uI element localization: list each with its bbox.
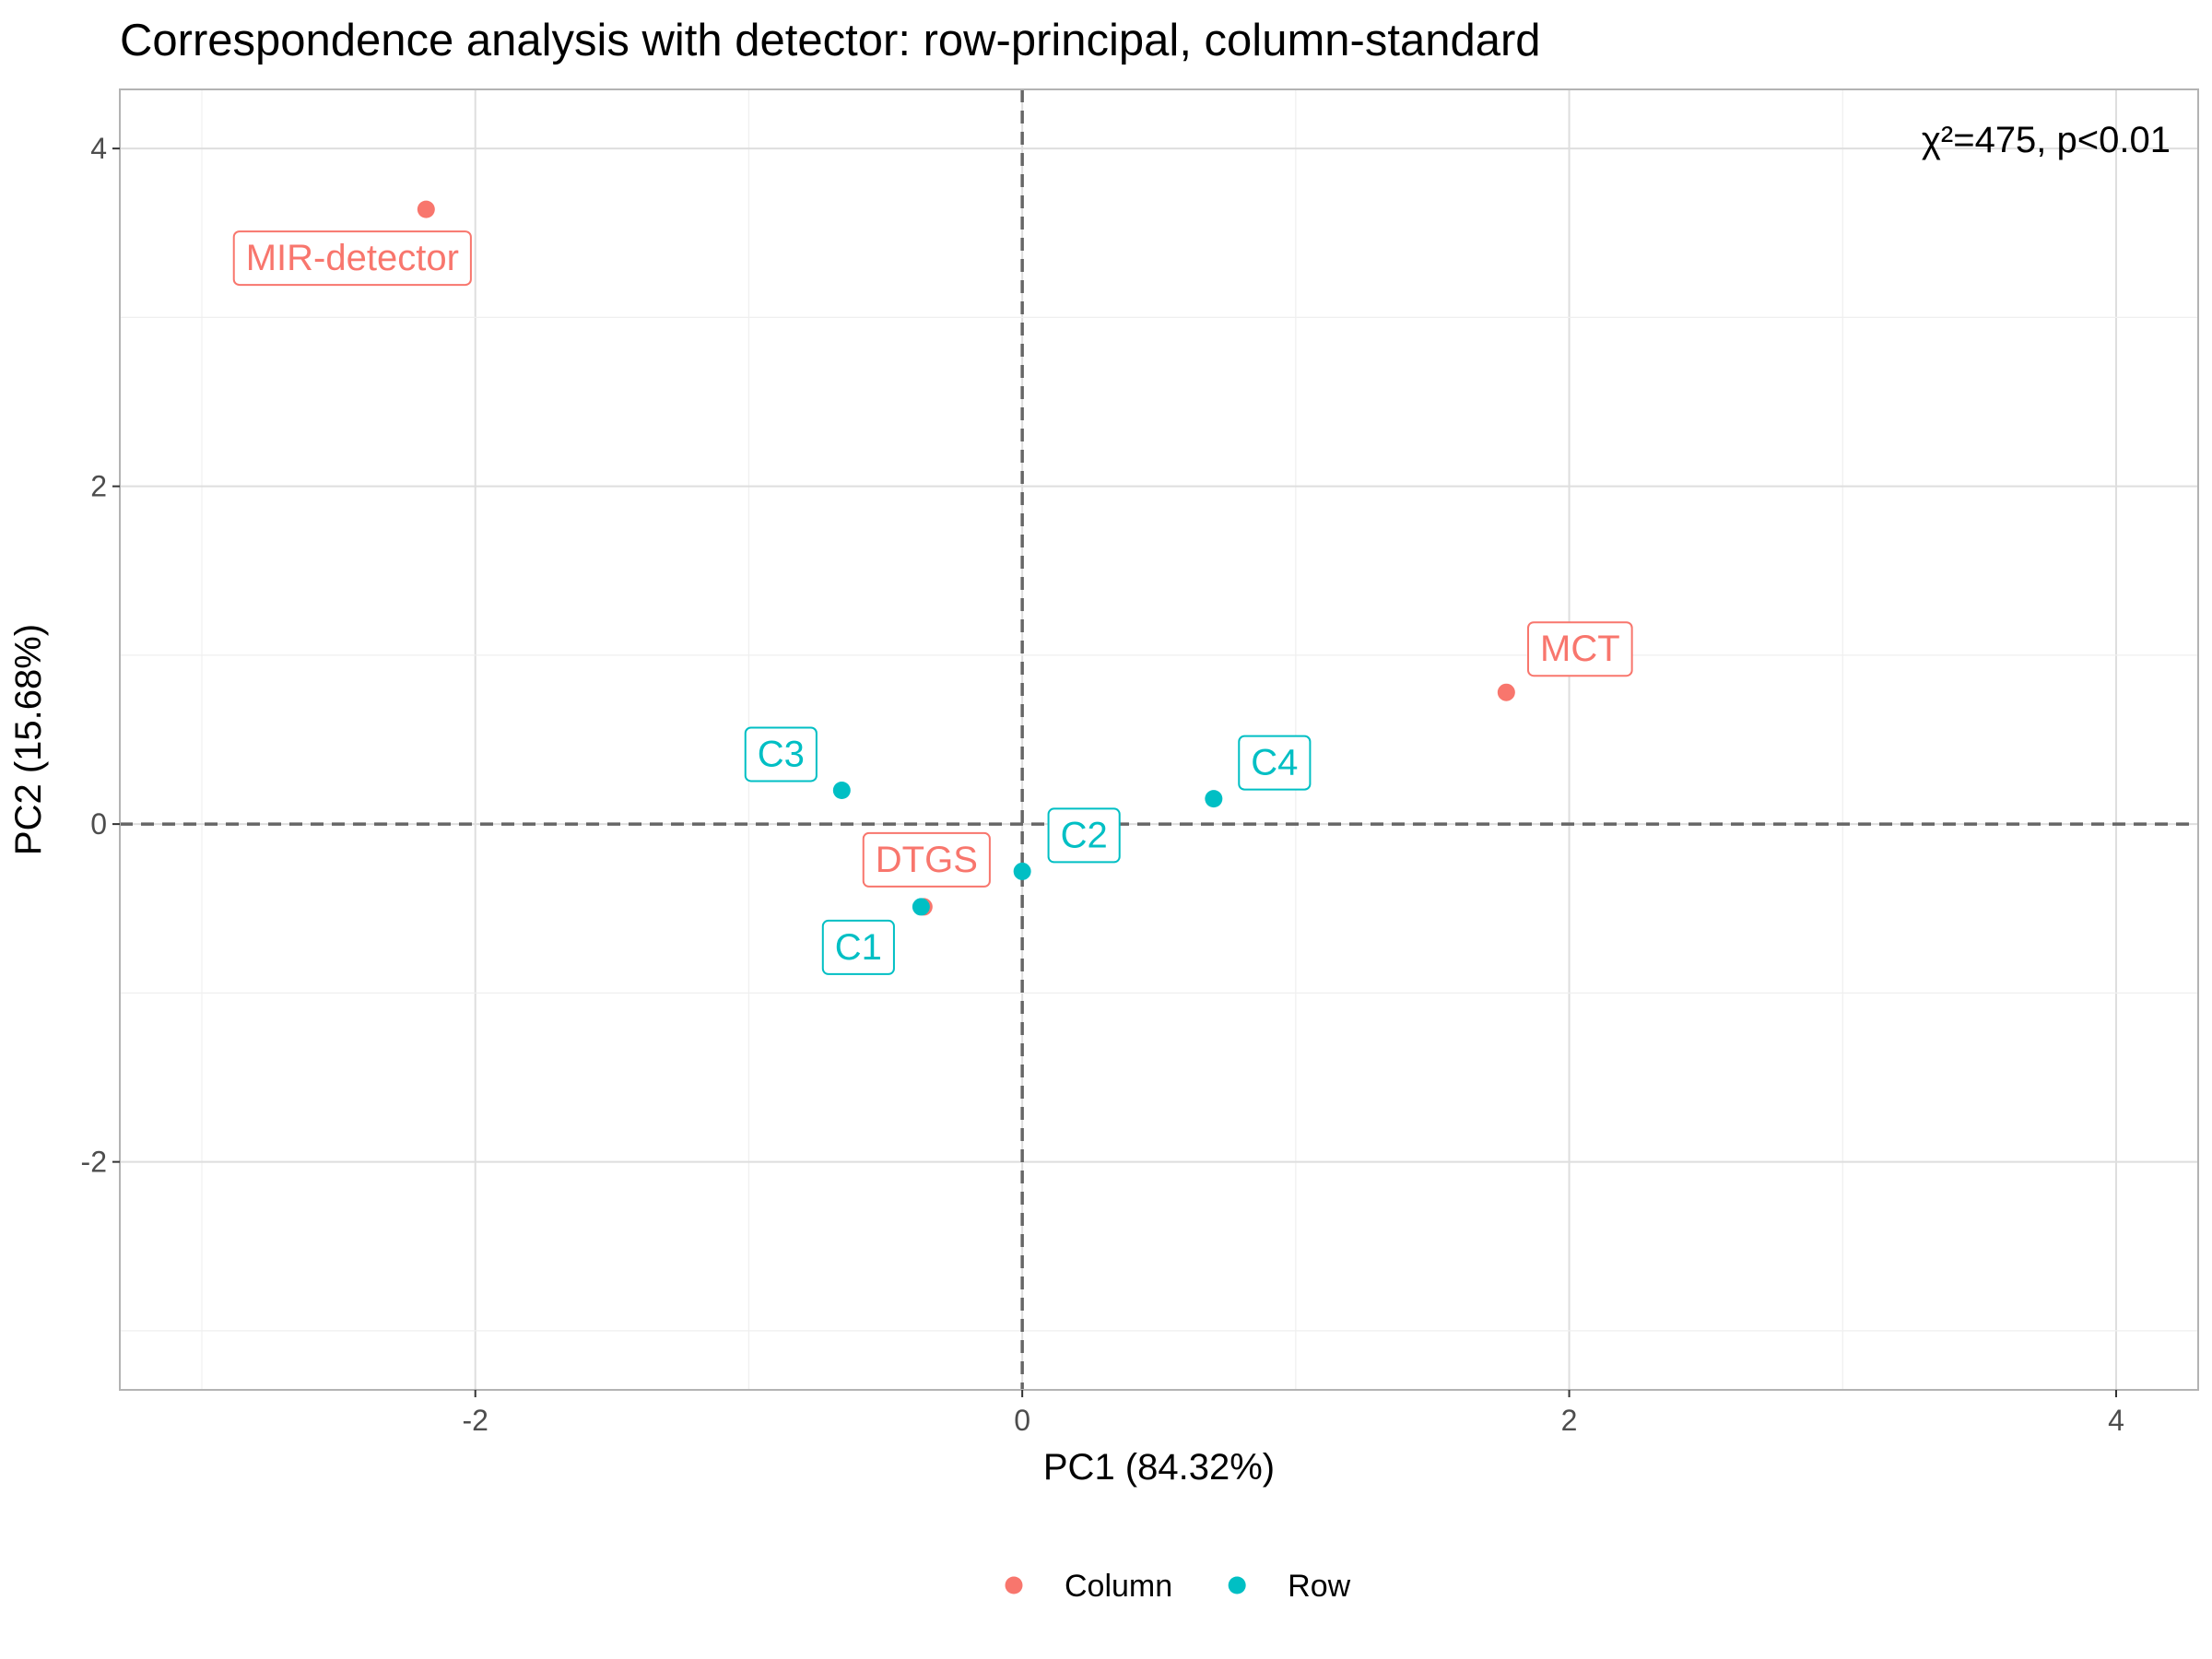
point-labels: MIR-detector MCT DTGS C3 C4 C2 C1 — [232, 230, 1633, 975]
point-mct — [1497, 683, 1515, 701]
label-mir-detector: MIR-detector — [232, 230, 472, 287]
x-tick-label: 4 — [2108, 1404, 2124, 1437]
label-box — [1047, 807, 1121, 864]
label-mct: MCT — [1527, 621, 1633, 677]
y-tick-label: 0 — [90, 807, 107, 841]
label-box — [821, 919, 895, 975]
x-tick-label: 2 — [1561, 1404, 1578, 1437]
label-box — [232, 230, 472, 287]
point-c4 — [1205, 790, 1223, 808]
data-points — [417, 200, 1515, 916]
chi-square-annotation: χ²=475, p<0.01 — [1922, 120, 2171, 160]
plot-panel: MIR-detector MCT DTGS C3 C4 C2 C1 — [119, 88, 2199, 1391]
point-c2 — [1013, 862, 1031, 880]
label-box — [1527, 621, 1633, 677]
label-c4: C4 — [1238, 735, 1312, 791]
y-axis-ticks: -2 0 2 4 — [81, 132, 120, 1179]
x-axis-title: PC1 (84.32%) — [1043, 1447, 1275, 1488]
legend-label-row: Row — [1288, 1569, 1350, 1604]
label-box — [744, 726, 818, 782]
y-tick-label: 2 — [90, 470, 107, 503]
label-box — [862, 831, 991, 888]
x-tick-label: -2 — [462, 1404, 488, 1437]
legend-label-column: Column — [1065, 1569, 1172, 1604]
label-text: C4 — [1251, 743, 1298, 783]
x-axis-ticks: -2 0 2 4 — [462, 1390, 2124, 1437]
label-text: C3 — [758, 734, 805, 774]
point-c1 — [912, 898, 930, 916]
y-tick-label: 4 — [90, 132, 107, 165]
label-c3: C3 — [744, 726, 818, 782]
legend: Column Row — [1005, 1569, 1351, 1604]
label-c2: C2 — [1047, 807, 1121, 864]
legend-key-column — [1005, 1576, 1023, 1594]
point-mir-detector — [417, 200, 435, 218]
label-box — [1238, 735, 1312, 791]
y-axis-title: PC2 (15.68%) — [8, 624, 49, 855]
label-text: MCT — [1540, 629, 1620, 669]
label-text: DTGS — [876, 840, 978, 880]
label-c1: C1 — [821, 919, 895, 975]
chart-title: Correspondence analysis with detector: r… — [120, 16, 1541, 65]
y-tick-label: -2 — [81, 1146, 107, 1179]
label-dtgs: DTGS — [862, 831, 991, 888]
legend-key-row — [1228, 1576, 1246, 1594]
panel-border — [119, 88, 2199, 1391]
point-c3 — [832, 781, 851, 799]
reference-lines — [120, 89, 2198, 1390]
x-tick-label: 0 — [1014, 1404, 1030, 1437]
label-text: C1 — [835, 927, 882, 968]
label-text: C2 — [1061, 815, 1108, 855]
label-text: MIR-detector — [246, 238, 459, 278]
